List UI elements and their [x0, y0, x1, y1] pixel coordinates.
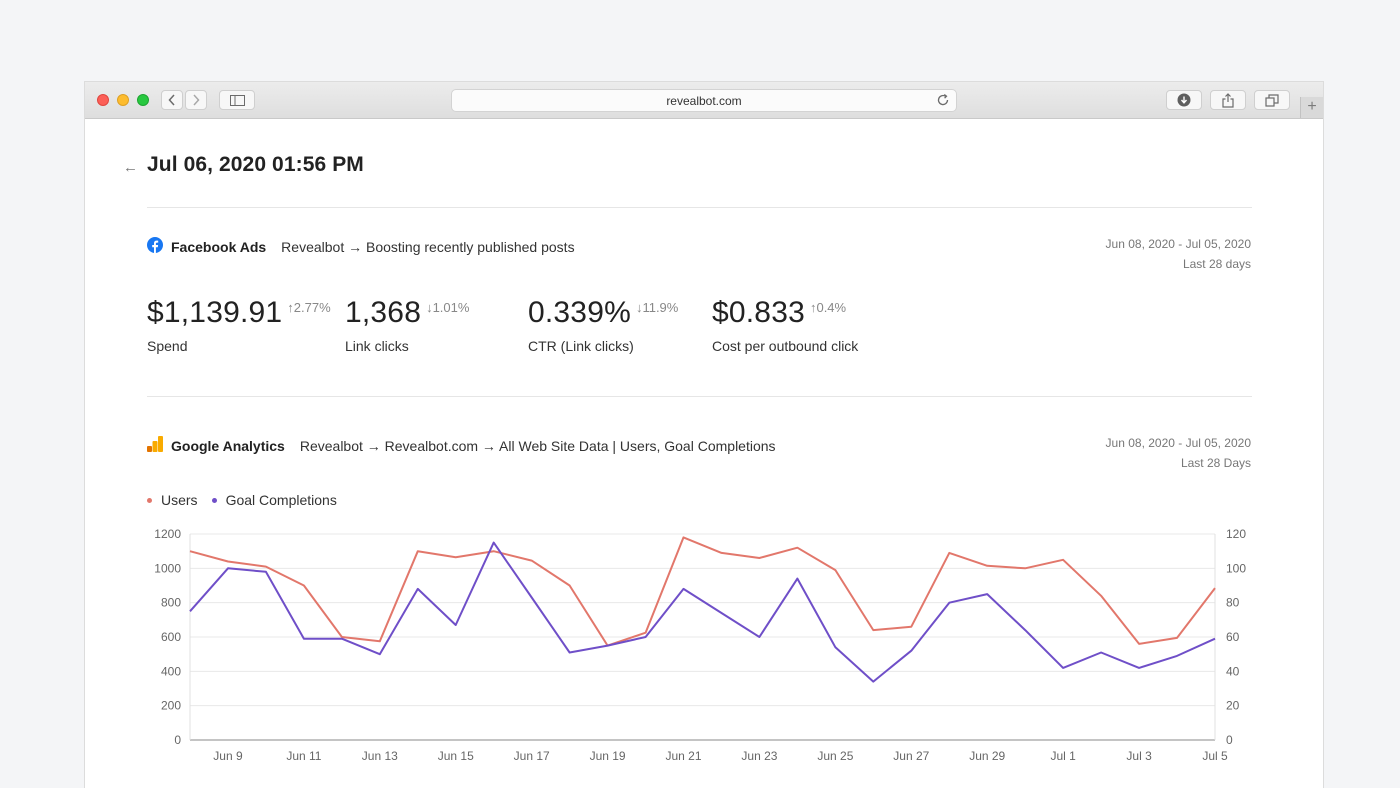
date-range: Jun 08, 2020 - Jul 05, 2020 Last 28 days [1106, 234, 1251, 274]
close-window-button[interactable] [97, 94, 109, 106]
share-icon [1222, 92, 1234, 108]
x-tick-label: Jun 27 [893, 749, 929, 763]
date-period-text: Last 28 days [1182, 257, 1251, 271]
legend-label: Users [161, 492, 198, 508]
source-path: Revealbot → Boosting recently published … [281, 238, 575, 255]
downloads-button[interactable] [1166, 90, 1202, 110]
legend-item-users[interactable]: Users [147, 492, 198, 508]
x-tick-label: Jun 21 [666, 749, 702, 763]
google-analytics-icon [147, 436, 163, 455]
x-tick-label: Jul 3 [1126, 749, 1152, 763]
y-left-tick-label: 600 [161, 630, 181, 644]
x-tick-label: Jun 15 [438, 749, 474, 763]
metric-change: ↓1.01% [426, 300, 470, 315]
metric-label: Cost per outbound click [712, 338, 859, 354]
date-range-text: Jun 08, 2020 - Jul 05, 2020 [1105, 237, 1251, 251]
browser-toolbar: revealbot.com + [85, 82, 1323, 119]
back-button[interactable] [161, 90, 183, 110]
address-bar[interactable]: revealbot.com [451, 89, 957, 112]
metric-change: ↑0.4% [809, 300, 847, 315]
report-page: ← Jul 06, 2020 01:56 PM Facebook Ads Rev… [85, 119, 1323, 788]
metric-value: 0.339% [528, 296, 631, 329]
y-left-tick-label: 1200 [154, 527, 181, 541]
back-arrow-icon[interactable]: ← [123, 159, 138, 176]
legend-item-goal-completions[interactable]: Goal Completions [211, 492, 337, 508]
metric-value: 1,368 [345, 296, 422, 329]
x-tick-label: Jun 25 [817, 749, 853, 763]
browser-window: revealbot.com + ← Jul 06, 2020 01:56 PM … [85, 82, 1323, 788]
metric-change: ↑2.77% [287, 300, 331, 315]
x-tick-label: Jul 5 [1202, 749, 1228, 763]
sidebar-icon [229, 94, 245, 106]
x-tick-label: Jun 23 [741, 749, 777, 763]
y-left-tick-label: 200 [161, 699, 181, 713]
x-tick-label: Jul 1 [1050, 749, 1076, 763]
metric-label: Spend [147, 338, 188, 354]
metric-change: ↓11.9% [635, 300, 679, 315]
tabs-overview-button[interactable] [1254, 90, 1290, 110]
y-left-tick-label: 400 [161, 664, 181, 678]
page-title: Jul 06, 2020 01:56 PM [147, 153, 364, 176]
series-line-goal-completions [189, 541, 1216, 683]
source-path: Revealbot → Revealbot.com → All Web Site… [299, 437, 776, 454]
metric-spend: $1,139.91 ↑2.77% Spend [147, 296, 331, 354]
series-line-users [189, 536, 1216, 647]
x-tick-label: Jun 13 [362, 749, 398, 763]
x-tick-label: Jun 29 [969, 749, 1005, 763]
y-right-tick-label: 120 [1226, 527, 1246, 541]
sidebar-toggle-button[interactable] [219, 90, 255, 110]
y-right-tick-label: 80 [1226, 596, 1240, 610]
metric-value: $0.833 [712, 296, 805, 329]
forward-button[interactable] [185, 90, 207, 110]
y-left-tick-label: 800 [161, 596, 181, 610]
metric-label: CTR (Link clicks) [528, 338, 634, 354]
chevron-left-icon [168, 94, 175, 106]
date-range-text: Jun 08, 2020 - Jul 05, 2020 [1105, 436, 1251, 450]
divider [147, 396, 1252, 397]
facebook-ads-header: Facebook Ads Revealbot → Boosting recent… [147, 237, 575, 256]
download-icon [1177, 93, 1191, 107]
date-period-text: Last 28 Days [1180, 456, 1251, 470]
divider [147, 207, 1252, 208]
metric-value: $1,139.91 [147, 296, 283, 329]
chevron-right-icon [193, 94, 200, 106]
x-tick-label: Jun 9 [213, 749, 243, 763]
y-right-tick-label: 60 [1226, 630, 1240, 644]
y-right-tick-label: 20 [1226, 699, 1240, 713]
metric-cost-per-click: $0.833 ↑0.4% Cost per outbound click [712, 296, 858, 354]
y-left-tick-label: 0 [174, 733, 181, 747]
share-button[interactable] [1210, 90, 1246, 110]
legend-swatch [147, 497, 152, 503]
y-left-tick-label: 1000 [154, 561, 181, 575]
source-name: Facebook Ads [171, 238, 267, 255]
y-right-tick-label: 0 [1226, 733, 1233, 747]
new-tab-button[interactable]: + [1300, 97, 1323, 118]
chart-legend: Users Goal Completions [147, 492, 351, 508]
legend-swatch [211, 497, 217, 503]
metric-link-clicks: 1,368 ↓1.01% Link clicks [345, 296, 469, 354]
metric-ctr: 0.339% ↓11.9% CTR (Link clicks) [528, 296, 678, 354]
analytics-line-chart: 0 200 400 600 800 1000 1200 0 20 40 60 80 100 120 Jun … [154, 527, 1246, 763]
legend-label: Goal Completions [225, 492, 337, 508]
metric-label: Link clicks [345, 338, 409, 354]
x-tick-label: Jun 17 [514, 749, 550, 763]
tabs-icon [1265, 93, 1279, 107]
y-right-tick-label: 40 [1226, 664, 1240, 678]
zoom-window-button[interactable] [137, 94, 149, 106]
source-name: Google Analytics [171, 437, 285, 454]
address-url: revealbot.com [666, 94, 742, 108]
facebook-icon [147, 237, 163, 256]
date-range: Jun 08, 2020 - Jul 05, 2020 Last 28 Days [1106, 433, 1251, 473]
y-right-tick-label: 100 [1226, 561, 1246, 575]
minimize-window-button[interactable] [117, 94, 129, 106]
x-tick-label: Jun 11 [286, 749, 321, 763]
google-analytics-header: Google Analytics Revealbot → Revealbot.c… [147, 436, 776, 455]
reload-icon[interactable] [936, 93, 950, 112]
x-tick-label: Jun 19 [590, 749, 626, 763]
